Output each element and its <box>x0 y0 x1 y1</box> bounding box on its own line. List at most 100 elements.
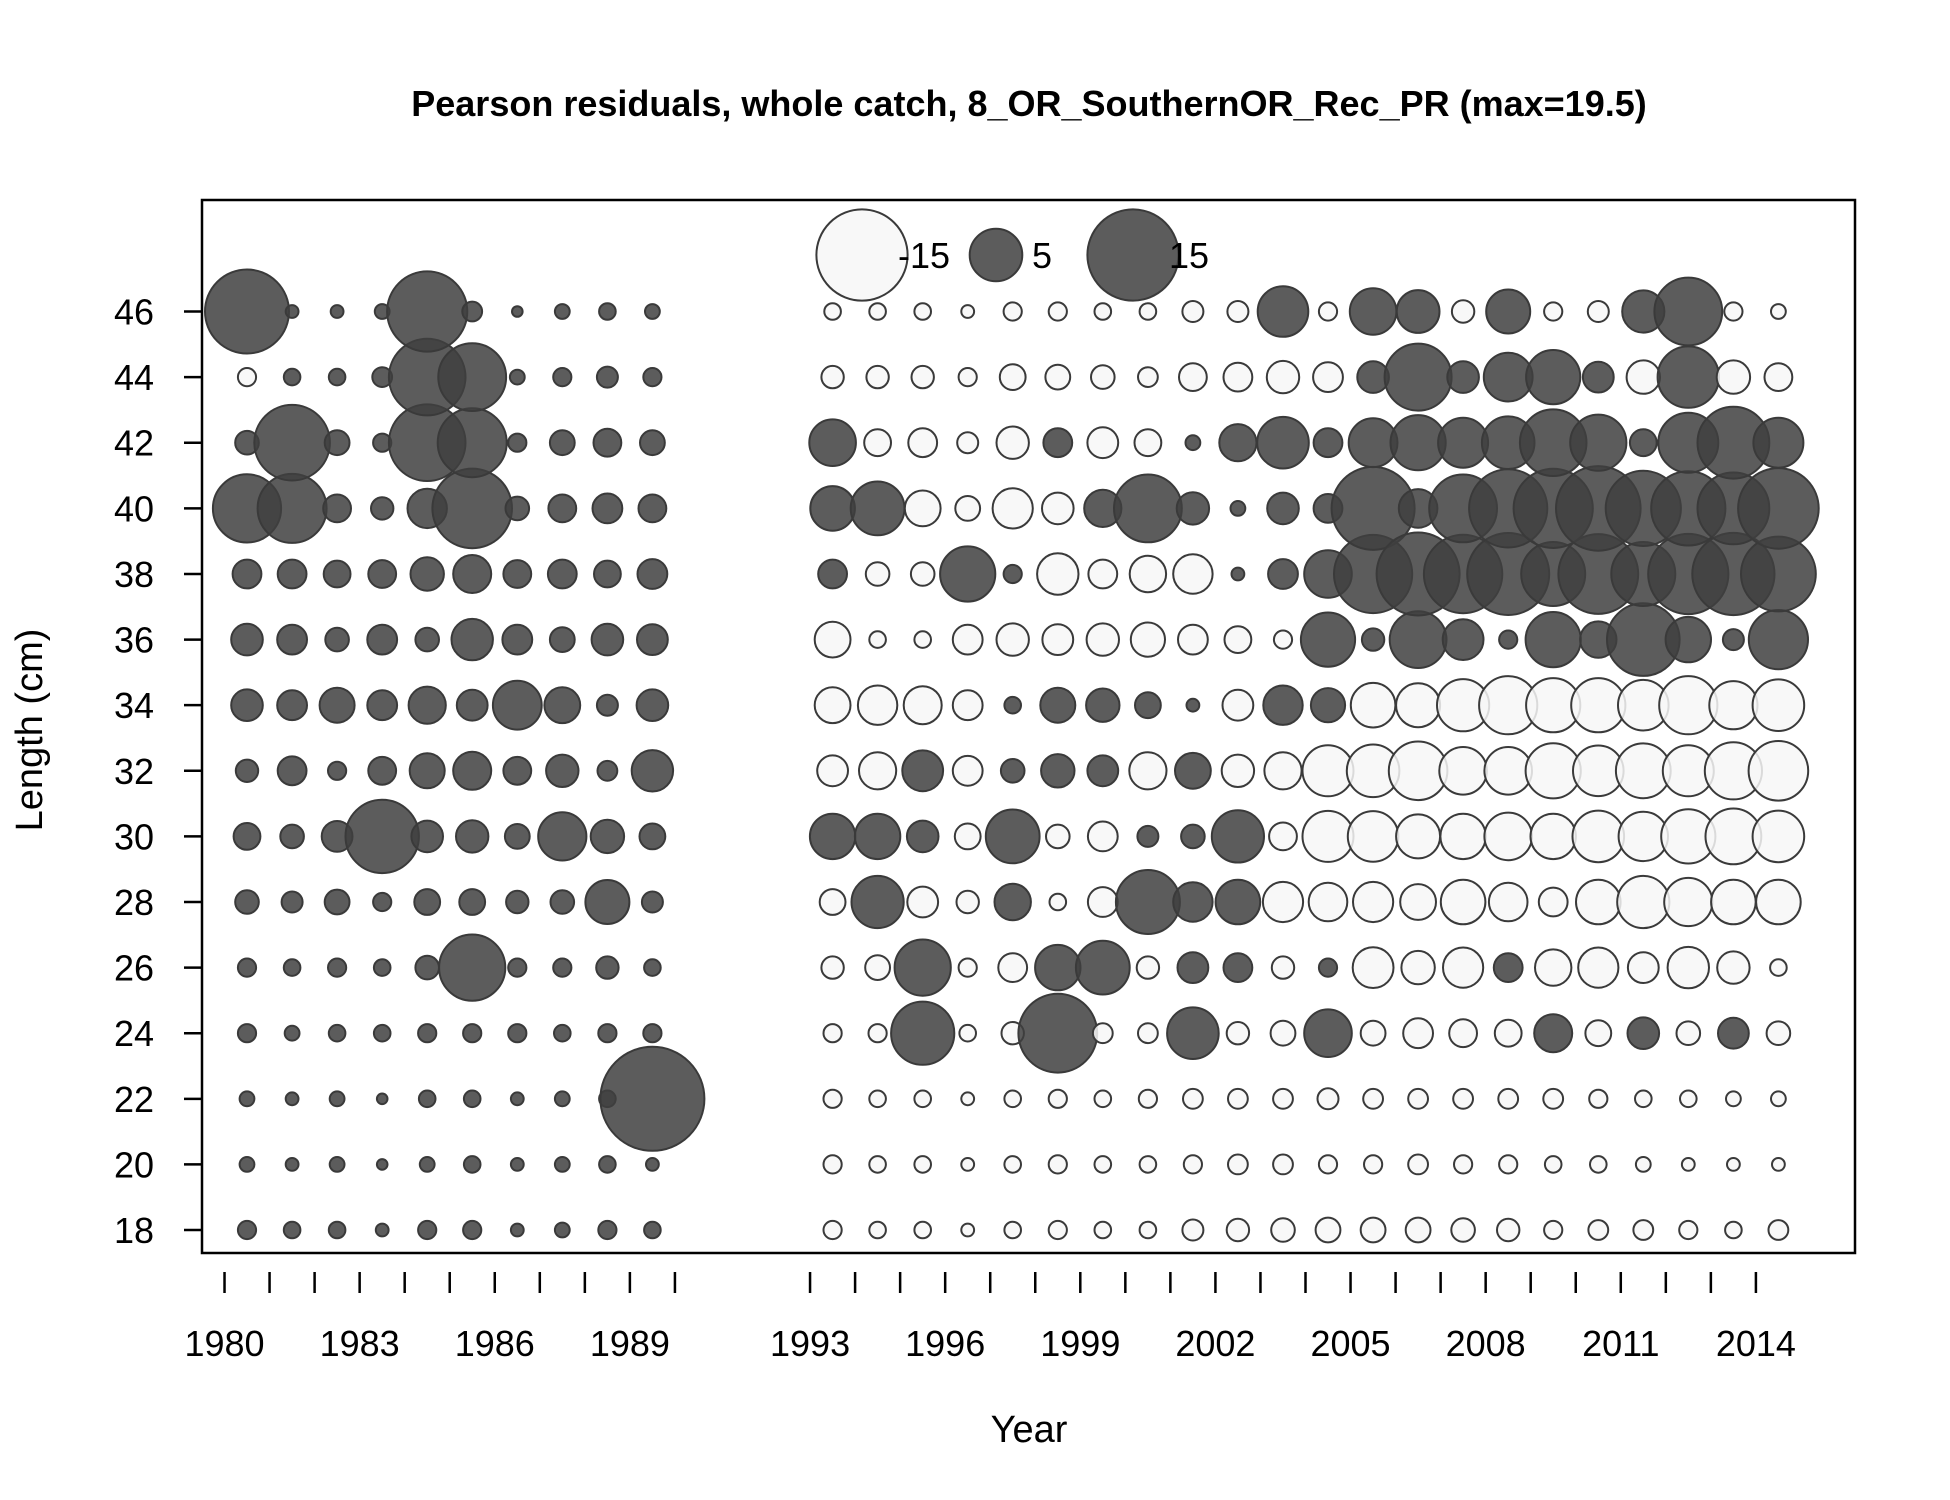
residual-bubble <box>1090 364 1116 390</box>
residual-bubble <box>640 890 664 914</box>
residual-bubble <box>328 1090 346 1108</box>
residual-bubble <box>853 812 902 861</box>
residual-bubble <box>1047 301 1068 322</box>
residual-bubble <box>1128 751 1168 791</box>
residual-bubble <box>1086 754 1120 788</box>
residual-bubble <box>1093 1220 1113 1240</box>
y-tick-label: 36 <box>114 620 154 661</box>
residual-bubble <box>906 885 940 919</box>
residual-bubble <box>1182 1154 1204 1175</box>
x-tick-label: 1983 <box>320 1323 400 1364</box>
residual-bubble <box>903 489 942 528</box>
residual-bubble <box>820 364 845 390</box>
y-tick-label: 34 <box>114 685 154 726</box>
residual-bubble <box>1210 809 1266 864</box>
residual-bubble <box>1666 945 1711 990</box>
residual-bubble <box>1634 1156 1652 1173</box>
residual-bubble <box>1301 809 1355 863</box>
residual-bubble <box>1172 881 1214 923</box>
residual-bubble <box>1218 423 1258 463</box>
residual-bubble <box>592 427 623 458</box>
residual-bubble <box>553 1023 572 1043</box>
residual-bubble <box>204 268 290 355</box>
residual-bubble <box>956 431 980 455</box>
chart-title: Pearson residuals, whole catch, 8_OR_Sou… <box>411 83 1646 124</box>
residual-bubble <box>951 689 984 722</box>
residual-bubble <box>1626 1016 1661 1050</box>
residual-bubble <box>960 1091 976 1107</box>
residual-bubble <box>993 882 1032 922</box>
x-tick-label: 2005 <box>1310 1323 1390 1364</box>
x-tick-label: 1993 <box>770 1323 850 1364</box>
residual-bubble <box>417 1089 437 1109</box>
residual-bubble <box>462 1023 483 1044</box>
residual-bubble <box>1485 288 1532 335</box>
residual-bubble <box>813 620 852 659</box>
residual-bubble <box>1222 361 1254 393</box>
residual-bubble <box>1044 363 1072 391</box>
residual-bubble <box>584 879 631 925</box>
residual-bubble <box>409 556 445 592</box>
residual-bubble <box>1407 1153 1429 1176</box>
residual-bubble <box>1266 491 1300 526</box>
residual-bubble <box>808 418 857 468</box>
residual-bubble <box>553 1221 571 1239</box>
residual-bubble <box>1723 301 1744 322</box>
residual-bubble <box>1174 751 1212 790</box>
residual-bubble <box>951 754 984 787</box>
residual-bubble <box>1452 1087 1474 1110</box>
residual-bubble <box>1045 823 1071 850</box>
residual-bubble <box>417 1023 438 1044</box>
residual-bubble <box>1267 558 1299 590</box>
residual-bubble <box>1493 1018 1523 1048</box>
residual-bubble <box>1628 428 1658 458</box>
residual-bubble <box>822 1088 843 1109</box>
residual-bubble <box>1178 362 1208 393</box>
residual-bubble <box>511 305 524 318</box>
residual-bubble <box>1317 301 1339 322</box>
residual-bubble <box>375 1092 389 1106</box>
residual-bubble <box>1086 820 1119 853</box>
residual-bubble <box>1752 416 1805 469</box>
residual-bubble <box>1227 1087 1249 1110</box>
residual-bubble <box>1272 1153 1294 1176</box>
residual-bubble <box>822 1154 843 1175</box>
residual-bubble <box>1496 1217 1521 1243</box>
residual-bubble <box>408 752 446 790</box>
residual-bubble <box>547 493 578 524</box>
residual-bubble <box>1048 892 1068 912</box>
residual-bubble <box>370 496 395 521</box>
residual-bubble <box>1679 1089 1698 1109</box>
legend-bubble <box>968 227 1024 283</box>
residual-bubble <box>597 1219 618 1241</box>
residual-bubble <box>599 1045 706 1152</box>
residual-bubble <box>1256 285 1310 338</box>
y-tick-label: 20 <box>114 1144 154 1185</box>
y-tick-label: 30 <box>114 816 154 857</box>
residual-bubble <box>1441 618 1485 661</box>
residual-bubble <box>1227 1153 1249 1176</box>
residual-bubble <box>1360 627 1386 652</box>
residual-bubble <box>1770 303 1787 320</box>
residual-bubble <box>1407 1087 1429 1110</box>
residual-bubble <box>234 758 260 783</box>
residual-bubble <box>1492 952 1524 983</box>
legend-label: 15 <box>1169 235 1209 276</box>
residual-bubble <box>1137 366 1159 389</box>
residual-bubble <box>597 1023 618 1044</box>
y-tick-label: 38 <box>114 554 154 595</box>
residual-bubble <box>1135 955 1161 980</box>
residual-bubble <box>1770 1090 1787 1108</box>
residual-bubble <box>951 623 984 656</box>
residual-bubble <box>905 819 940 854</box>
residual-bubble <box>1137 1088 1159 1109</box>
residual-bubble <box>1438 746 1488 796</box>
residual-bubble <box>1085 622 1121 657</box>
residual-bubble <box>960 1157 976 1172</box>
residual-bubble <box>1577 946 1620 989</box>
residual-bubble <box>1542 1087 1565 1110</box>
residual-bubble <box>461 300 484 323</box>
residual-bubble <box>414 954 441 981</box>
residual-bubble <box>1182 1087 1204 1110</box>
